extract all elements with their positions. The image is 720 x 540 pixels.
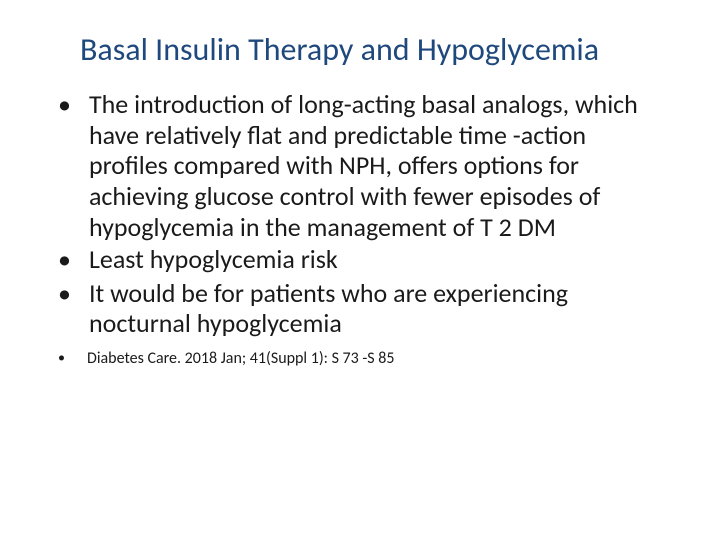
bullet-marker: • (58, 349, 65, 366)
bullet-text: It would be for patients who are experie… (89, 278, 670, 339)
bullet-item: • The introduction of long-acting basal … (50, 89, 670, 242)
bullet-item: • Least hypoglycemia risk (50, 244, 670, 275)
bullet-marker: • (58, 89, 71, 120)
citation-item: • Diabetes Care. 2018 Jan; 41(Suppl 1): … (50, 349, 670, 368)
bullet-list: • The introduction of long-acting basal … (50, 89, 670, 368)
slide-title: Basal Insulin Therapy and Hypoglycemia (80, 30, 670, 69)
bullet-item: • It would be for patients who are exper… (50, 278, 670, 339)
bullet-marker: • (58, 244, 71, 275)
bullet-marker: • (58, 278, 71, 309)
bullet-text: Least hypoglycemia risk (89, 244, 338, 275)
citation-text: Diabetes Care. 2018 Jan; 41(Suppl 1): S … (87, 349, 394, 368)
bullet-text: The introduction of long-acting basal an… (89, 89, 670, 242)
